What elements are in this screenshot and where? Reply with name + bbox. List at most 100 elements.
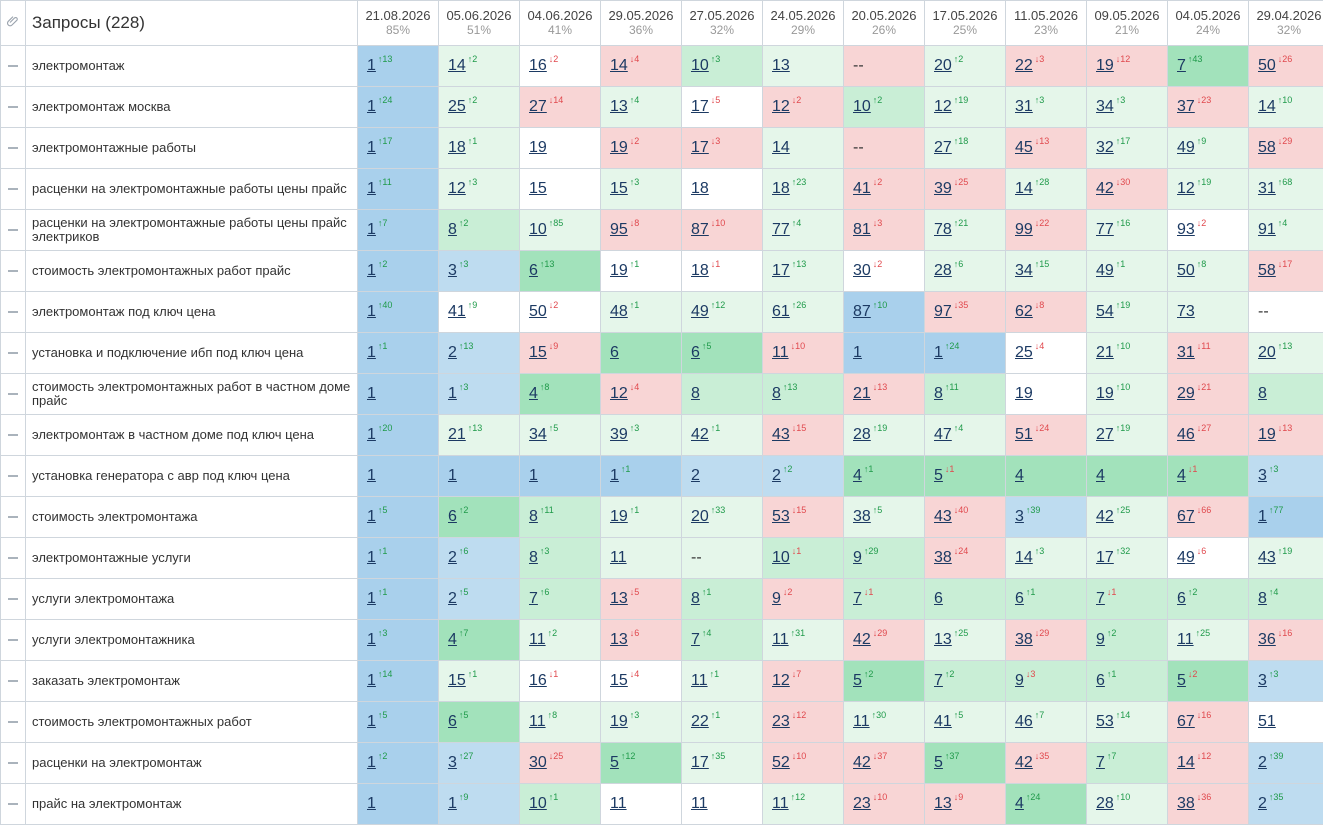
position-link[interactable]: 77 [772, 221, 790, 238]
position-link[interactable]: 15 [610, 672, 628, 689]
minus-icon[interactable] [8, 311, 18, 313]
row-toggle[interactable] [1, 538, 26, 579]
position-link[interactable]: 14 [448, 57, 466, 74]
position-link[interactable]: 2 [1258, 754, 1267, 771]
position-link[interactable]: 32 [1096, 139, 1114, 156]
position-link[interactable]: 1 [367, 754, 376, 771]
row-toggle[interactable] [1, 743, 26, 784]
position-link[interactable]: 34 [1015, 262, 1033, 279]
position-link[interactable]: 12 [610, 385, 628, 402]
position-link[interactable]: 1 [367, 590, 376, 607]
position-link[interactable]: 17 [1096, 549, 1114, 566]
minus-icon[interactable] [8, 434, 18, 436]
position-link[interactable]: 15 [529, 180, 547, 197]
row-toggle[interactable] [1, 620, 26, 661]
position-link[interactable]: 77 [1096, 221, 1114, 238]
position-link[interactable]: 3 [1258, 467, 1267, 484]
minus-icon[interactable] [8, 803, 18, 805]
position-link[interactable]: 15 [610, 180, 628, 197]
row-toggle[interactable] [1, 128, 26, 169]
position-link[interactable]: 19 [529, 139, 547, 156]
position-link[interactable]: 11 [691, 795, 708, 812]
position-link[interactable]: 53 [1096, 713, 1114, 730]
position-link[interactable]: 21 [448, 426, 466, 443]
position-link[interactable]: 15 [529, 344, 547, 361]
position-link[interactable]: 6 [1177, 590, 1186, 607]
row-toggle[interactable] [1, 292, 26, 333]
position-link[interactable]: 2 [691, 467, 700, 484]
row-toggle[interactable] [1, 87, 26, 128]
position-link[interactable]: 9 [1015, 672, 1024, 689]
position-link[interactable]: 7 [691, 631, 700, 648]
position-link[interactable]: 7 [934, 672, 943, 689]
row-toggle[interactable] [1, 46, 26, 87]
position-link[interactable]: 39 [934, 180, 952, 197]
position-link[interactable]: 50 [1258, 57, 1276, 74]
position-link[interactable]: 6 [529, 262, 538, 279]
position-link[interactable]: 43 [934, 508, 952, 525]
position-link[interactable]: 2 [448, 549, 457, 566]
position-link[interactable]: 4 [448, 631, 457, 648]
position-link[interactable]: 49 [1096, 262, 1114, 279]
position-link[interactable]: 43 [772, 426, 790, 443]
position-link[interactable]: 11 [610, 795, 627, 812]
position-link[interactable]: 18 [772, 180, 790, 197]
position-link[interactable]: 28 [934, 262, 952, 279]
position-link[interactable]: 5 [934, 754, 943, 771]
position-link[interactable]: 50 [1177, 262, 1195, 279]
position-link[interactable]: 1 [934, 344, 943, 361]
position-link[interactable]: 38 [1015, 631, 1033, 648]
position-link[interactable]: 42 [691, 426, 709, 443]
position-link[interactable]: 1 [367, 98, 376, 115]
row-toggle[interactable] [1, 210, 26, 251]
position-link[interactable]: 87 [691, 221, 709, 238]
position-link[interactable]: 11 [610, 549, 627, 566]
position-link[interactable]: 91 [1258, 221, 1276, 238]
position-link[interactable]: 15 [448, 672, 466, 689]
position-link[interactable]: 4 [1015, 795, 1024, 812]
queries-header[interactable]: Запросы (228) [26, 1, 358, 46]
position-link[interactable]: 21 [853, 385, 871, 402]
position-link[interactable]: 2 [1258, 795, 1267, 812]
position-link[interactable]: 5 [1177, 672, 1186, 689]
position-link[interactable]: 41 [448, 303, 466, 320]
minus-icon[interactable] [8, 639, 18, 641]
position-link[interactable]: 13 [610, 590, 628, 607]
position-link[interactable]: 18 [691, 262, 709, 279]
position-link[interactable]: 2 [448, 590, 457, 607]
position-link[interactable]: 28 [1096, 795, 1114, 812]
position-link[interactable]: 1 [367, 713, 376, 730]
position-link[interactable]: 22 [691, 713, 709, 730]
position-link[interactable]: 97 [934, 303, 952, 320]
position-link[interactable]: 7 [1177, 57, 1186, 74]
position-link[interactable]: 8 [772, 385, 781, 402]
position-link[interactable]: 6 [691, 344, 700, 361]
position-link[interactable]: 1 [367, 549, 376, 566]
position-link[interactable]: 8 [529, 549, 538, 566]
position-link[interactable]: 19 [610, 139, 628, 156]
row-toggle[interactable] [1, 456, 26, 497]
position-link[interactable]: 9 [772, 590, 781, 607]
minus-icon[interactable] [8, 762, 18, 764]
position-link[interactable]: 11 [853, 713, 870, 730]
position-link[interactable]: 2 [772, 467, 781, 484]
position-link[interactable]: 19 [1096, 385, 1114, 402]
position-link[interactable]: 14 [1258, 98, 1276, 115]
position-link[interactable]: 13 [610, 98, 628, 115]
position-link[interactable]: 4 [1177, 467, 1186, 484]
minus-icon[interactable] [8, 393, 18, 395]
position-link[interactable]: 8 [1258, 385, 1267, 402]
position-link[interactable]: 39 [610, 426, 628, 443]
position-link[interactable]: 14 [1015, 549, 1033, 566]
position-link[interactable]: 38 [853, 508, 871, 525]
row-toggle[interactable] [1, 702, 26, 743]
position-link[interactable]: 1 [853, 344, 862, 361]
position-link[interactable]: 19 [1258, 426, 1276, 443]
pin-column[interactable] [1, 1, 26, 46]
position-link[interactable]: 87 [853, 303, 871, 320]
minus-icon[interactable] [8, 475, 18, 477]
position-link[interactable]: 16 [529, 672, 547, 689]
